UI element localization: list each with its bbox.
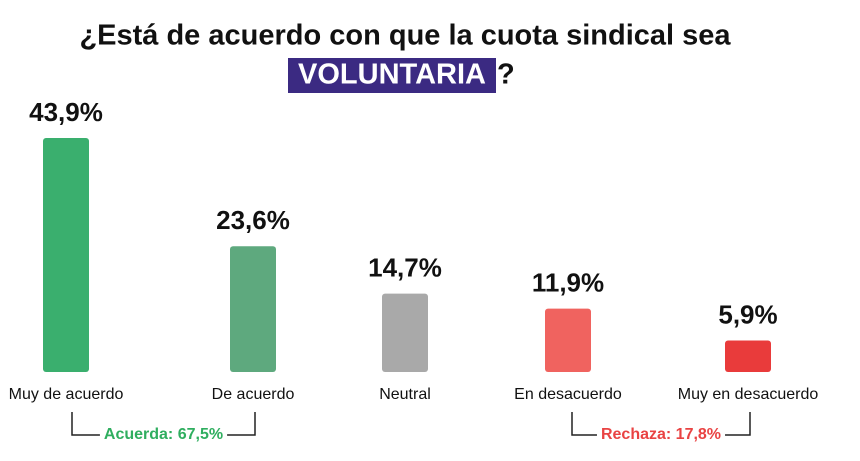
value-label: 14,7% — [368, 253, 442, 283]
annotation: Acuerda: 67,5% — [104, 426, 223, 443]
bracket — [571, 412, 751, 436]
chart-title: ¿Está de acuerdo con que la cuota sindic… — [79, 20, 731, 52]
bar — [230, 246, 276, 372]
bar — [43, 138, 89, 372]
bar — [382, 293, 428, 372]
title-highlight-box — [288, 58, 496, 93]
bar — [545, 308, 591, 372]
bar — [725, 340, 771, 372]
x-tick-label: En desacuerdo — [514, 386, 622, 403]
x-tick-label: Muy en desacuerdo — [678, 386, 819, 403]
title-end: ? — [497, 59, 515, 91]
annotation: Rechaza: 17,8% — [601, 426, 721, 443]
value-label: 23,6% — [216, 205, 290, 235]
x-tick-label: De acuerdo — [212, 386, 295, 403]
value-label: 43,9% — [29, 97, 103, 127]
value-label: 11,9% — [532, 267, 604, 297]
bracket — [71, 412, 256, 436]
x-tick-label: Neutral — [379, 386, 431, 403]
value-label: 5,9% — [718, 299, 777, 329]
title-highlight: VOLUNTARIA — [298, 59, 486, 91]
x-tick-label: Muy de acuerdo — [9, 386, 124, 403]
